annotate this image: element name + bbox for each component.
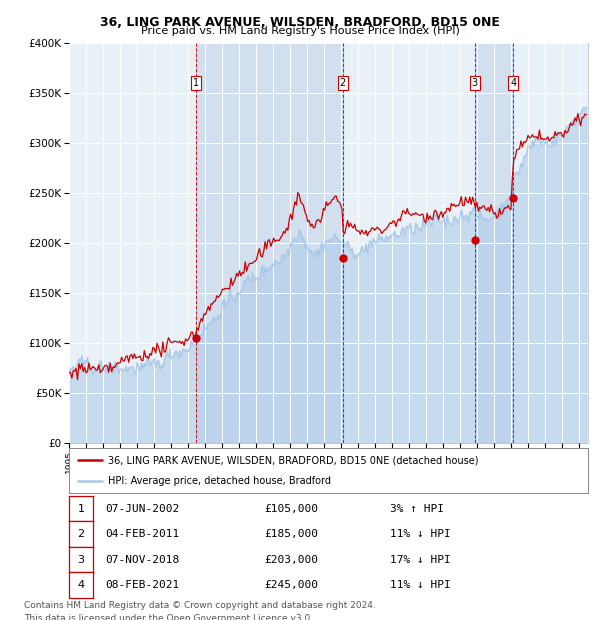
Bar bbox=[475, 43, 513, 443]
Text: 04-FEB-2011: 04-FEB-2011 bbox=[105, 529, 179, 539]
Text: 2: 2 bbox=[77, 529, 85, 539]
Text: 36, LING PARK AVENUE, WILSDEN, BRADFORD, BD15 0NE: 36, LING PARK AVENUE, WILSDEN, BRADFORD,… bbox=[100, 16, 500, 29]
Text: This data is licensed under the Open Government Licence v3.0.: This data is licensed under the Open Gov… bbox=[24, 614, 313, 620]
Text: Price paid vs. HM Land Registry's House Price Index (HPI): Price paid vs. HM Land Registry's House … bbox=[140, 26, 460, 36]
Text: £185,000: £185,000 bbox=[264, 529, 318, 539]
Text: 4: 4 bbox=[77, 580, 85, 590]
Text: Contains HM Land Registry data © Crown copyright and database right 2024.: Contains HM Land Registry data © Crown c… bbox=[24, 601, 376, 610]
Text: £105,000: £105,000 bbox=[264, 503, 318, 514]
Text: 3: 3 bbox=[77, 554, 85, 565]
Text: 1: 1 bbox=[77, 503, 85, 514]
Bar bbox=[196, 43, 343, 443]
Text: 36, LING PARK AVENUE, WILSDEN, BRADFORD, BD15 0NE (detached house): 36, LING PARK AVENUE, WILSDEN, BRADFORD,… bbox=[108, 455, 478, 466]
Text: 2: 2 bbox=[340, 78, 346, 89]
Text: 4: 4 bbox=[510, 78, 517, 89]
Text: 17% ↓ HPI: 17% ↓ HPI bbox=[390, 554, 451, 565]
Text: £245,000: £245,000 bbox=[264, 580, 318, 590]
Text: 1: 1 bbox=[193, 78, 199, 89]
Text: 11% ↓ HPI: 11% ↓ HPI bbox=[390, 580, 451, 590]
Text: HPI: Average price, detached house, Bradford: HPI: Average price, detached house, Brad… bbox=[108, 476, 331, 486]
Text: 07-NOV-2018: 07-NOV-2018 bbox=[105, 554, 179, 565]
Text: £203,000: £203,000 bbox=[264, 554, 318, 565]
Text: 3: 3 bbox=[472, 78, 478, 89]
Text: 11% ↓ HPI: 11% ↓ HPI bbox=[390, 529, 451, 539]
Text: 07-JUN-2002: 07-JUN-2002 bbox=[105, 503, 179, 514]
Text: 08-FEB-2021: 08-FEB-2021 bbox=[105, 580, 179, 590]
Text: 3% ↑ HPI: 3% ↑ HPI bbox=[390, 503, 444, 514]
